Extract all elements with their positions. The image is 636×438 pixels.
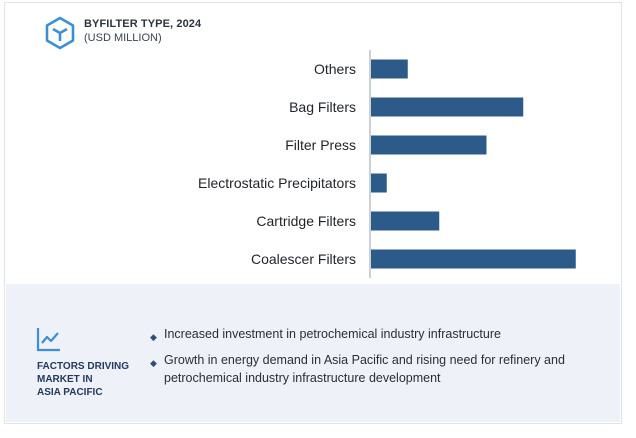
category-label: Others [314, 61, 356, 77]
category-label: Filter Press [285, 137, 356, 153]
bar [371, 249, 576, 269]
category-label: Cartridge Filters [256, 213, 356, 229]
line-chart-icon [36, 328, 60, 352]
category-label: Bag Filters [289, 99, 356, 115]
factor-text-2: Growth in energy demand in Asia Pacific … [164, 353, 565, 385]
factor-text-1: Increased investment in petrochemical in… [164, 327, 501, 341]
diamond-bullet-icon: ◆ [150, 332, 157, 342]
bar-chart: Others Bag Filters Filter Press Electrostat… [198, 50, 576, 278]
bar [371, 173, 387, 193]
category-label: Coalescer Filters [251, 251, 356, 267]
bar [371, 97, 524, 117]
category-label: Electrostatic Precipitators [198, 175, 356, 191]
bar [371, 211, 440, 231]
bar [371, 135, 487, 155]
chart-subtitle: (USD MILLION) [84, 32, 162, 44]
bar [371, 59, 408, 79]
cube-icon [45, 16, 75, 50]
factors-title: FACTORS DRIVING MARKET IN ASIA PACIFIC [37, 361, 130, 398]
diamond-bullet-icon: ◆ [150, 358, 157, 368]
chart-title: BYFILTER TYPE, 2024 [84, 18, 202, 30]
factors-panel [6, 284, 620, 422]
